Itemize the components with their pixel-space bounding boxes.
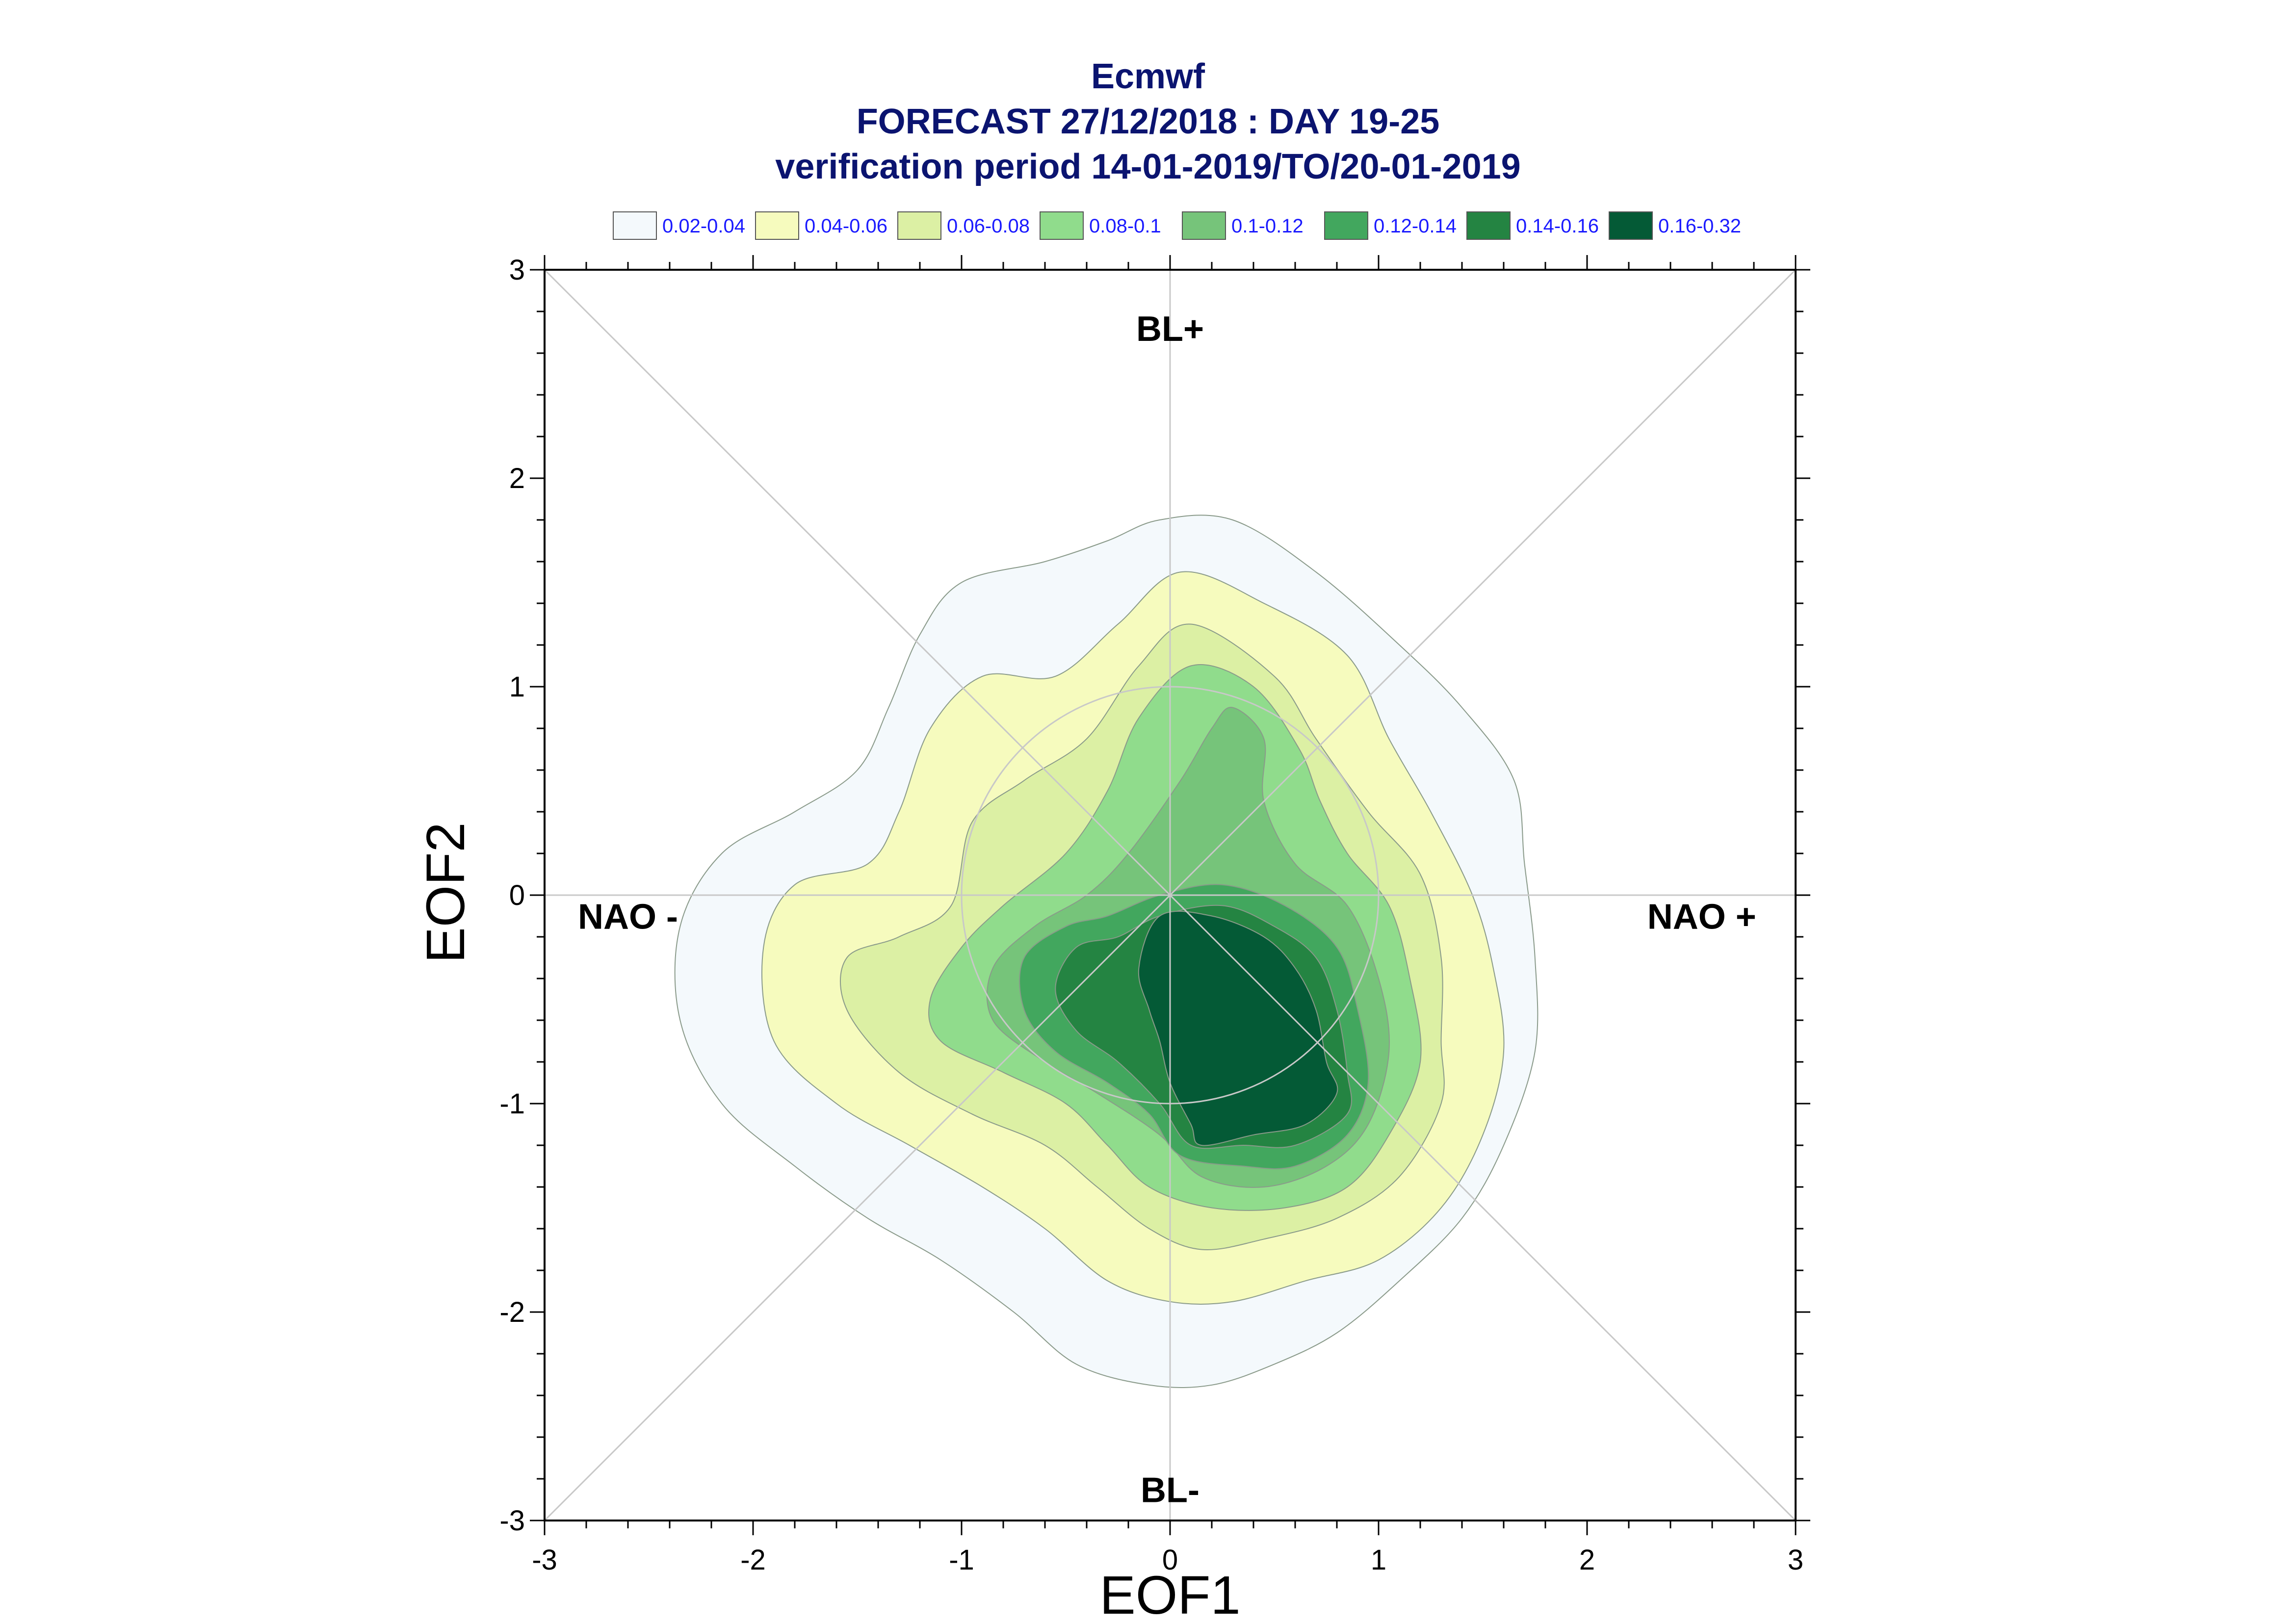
y-tick-label-2: 1 [509, 671, 525, 703]
chart-title: Ecmwf FORECAST 27/12/2018 : DAY 19-25 ve… [775, 57, 1520, 186]
legend-label-1: 0.04-0.06 [805, 215, 887, 237]
regime-labels: BL+ BL- NAO - NAO + [578, 309, 1756, 1510]
title-line-3: verification period 14-01-2019/TO/20-01-… [775, 147, 1520, 186]
legend-swatch-7 [1609, 211, 1653, 240]
y-tick-label-1: 2 [509, 463, 525, 494]
x-tick-label-3: 0 [1162, 1544, 1178, 1576]
legend-swatch-1 [755, 211, 799, 240]
legend-label-3: 0.08-0.1 [1089, 215, 1161, 237]
regime-label-2: NAO - [578, 898, 678, 937]
x-tick-label-6: 3 [1788, 1544, 1803, 1576]
y-tick-label-0: 3 [509, 254, 525, 286]
plot-area: -3 -2 -1 0 1 2 3 3 2 1 0 -1 -2 -3 BL+ BL- NAO - NAO + [499, 254, 1810, 1576]
y-tick-label-5: -2 [499, 1296, 525, 1328]
title-line-2: FORECAST 27/12/2018 : DAY 19-25 [857, 102, 1440, 141]
regime-label-0: BL+ [1136, 309, 1204, 349]
contour-level-7 [1138, 910, 1338, 1146]
y-tick-label-6: -3 [499, 1505, 525, 1537]
legend-label-7: 0.16-0.32 [1658, 215, 1741, 237]
x-tick-label-2: -1 [949, 1544, 974, 1576]
legend-label-6: 0.14-0.16 [1516, 215, 1599, 237]
x-tick-label-5: 2 [1579, 1544, 1595, 1576]
x-tick-label-1: -2 [740, 1544, 766, 1576]
x-tick-label-0: -3 [532, 1544, 557, 1576]
legend-swatch-2 [897, 211, 941, 240]
legend-swatch-4 [1182, 211, 1226, 240]
regime-label-1: BL- [1141, 1470, 1200, 1510]
legend-swatch-6 [1466, 211, 1511, 240]
y-tick-label-4: -1 [499, 1088, 525, 1120]
y-tick-label-3: 0 [509, 879, 525, 911]
legend-label-0: 0.02-0.04 [662, 215, 745, 237]
title-line-1: Ecmwf [1091, 57, 1205, 96]
axis-ticks: -3 -2 -1 0 1 2 3 3 2 1 0 -1 -2 -3 [499, 254, 1810, 1576]
x-tick-label-4: 1 [1371, 1544, 1386, 1576]
guide-lines [544, 269, 1797, 1521]
y-axis-title: EOF2 [416, 822, 476, 963]
legend-swatch-0 [613, 211, 657, 240]
regime-label-3: NAO + [1647, 898, 1756, 937]
legend-swatch-5 [1324, 211, 1368, 240]
guide-diagonal-up [544, 269, 1797, 1521]
legend-label-2: 0.06-0.08 [947, 215, 1030, 237]
x-axis-title: EOF1 [1099, 1565, 1240, 1624]
legend: 0.02-0.04 0.04-0.06 0.06-0.08 0.08-0.1 0.1-0… [613, 211, 1741, 240]
reference-circle [961, 686, 1380, 1105]
legend-label-5: 0.12-0.14 [1374, 215, 1457, 237]
legend-swatch-3 [1040, 211, 1084, 240]
density-contours [674, 515, 1539, 1389]
legend-label-4: 0.1-0.12 [1231, 215, 1304, 237]
